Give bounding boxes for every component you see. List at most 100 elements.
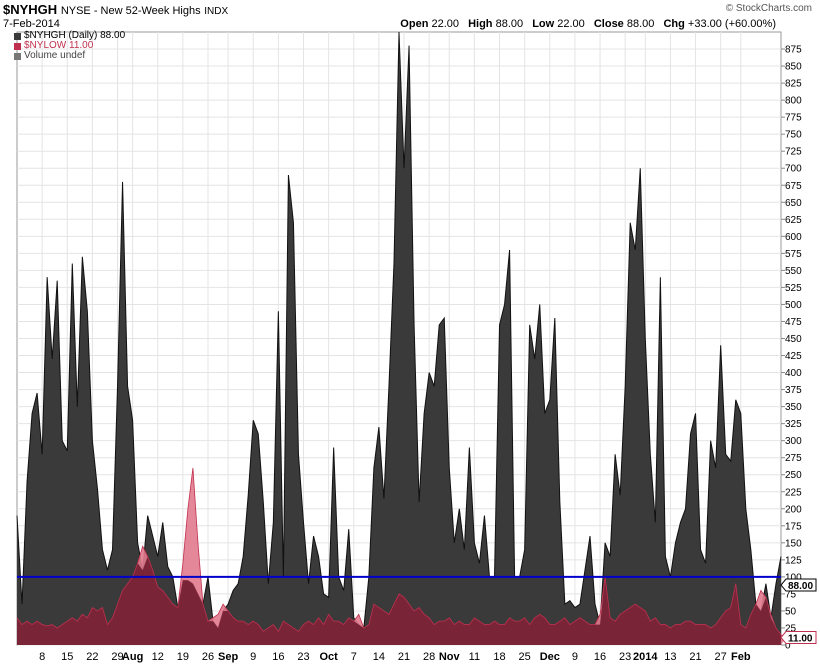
y-tick-label: 250 [785,470,802,481]
x-tick-label: 23 [297,651,309,663]
x-tick-label: 7 [351,651,357,663]
legend-swatch-highs [14,32,21,40]
legend-label-lows: $NYLOW 11.00 [24,40,94,51]
x-tick-label: Aug [122,651,143,663]
x-tick-label: 15 [61,651,73,663]
y-tick-label: 300 [785,436,802,447]
y-tick-label: 600 [785,232,802,243]
y-tick-label: 50 [785,606,797,617]
close-value: 88.00 [626,18,655,30]
y-tick-label: 625 [785,215,802,226]
x-tick-label: 18 [493,651,505,663]
x-tick-label: 29 [111,651,123,663]
last-value-lows-text: 11.00 [788,634,813,645]
y-tick-label: 150 [785,538,802,549]
x-tick-label: 26 [202,651,214,663]
legend: $NYHGH (Daily) 88.00 $NYLOW 11.00 Volume… [14,31,125,61]
y-tick-label: 100 [785,572,802,583]
y-tick-label: 125 [785,555,802,566]
last-value-highs: 88.00 [780,578,817,592]
series-lows-line [16,467,787,638]
open-label: Open [400,18,429,30]
x-tick-label: 28 [423,651,435,663]
ohlc-readout: Open 22.00 High 88.00 Low 22.00 Close 88… [400,18,782,30]
x-tick-label: 25 [519,651,531,663]
series-layer [16,31,787,645]
x-tick-label: Nov [439,651,461,663]
y-tick-label: 850 [785,62,802,73]
y-tick-label: 425 [785,351,802,362]
x-tick-label: 16 [594,651,606,663]
legend-label-volume: Volume undef [24,50,86,61]
symbol-title: $NYHGH NYSE - New 52-Week Highs INDX [3,2,228,17]
y-tick-label: 800 [785,96,802,107]
x-tick-label: 12 [152,651,164,663]
y-tick-label: 0 [785,641,791,652]
y-tick-label: 575 [785,249,802,260]
x-tick-label: 8 [39,651,45,663]
low-label: Low [532,18,555,30]
y-tick-label: 375 [785,385,802,396]
series-overlap-area [17,556,781,645]
y-tick-label: 650 [785,198,802,209]
chart-date: 7-Feb-2014 [3,18,60,30]
y-tick-label: 325 [785,419,802,430]
y-tick-label: 175 [785,521,802,532]
x-tick-label: 2014 [633,651,658,663]
x-tick-label: Sep [218,651,238,663]
y-tick-label: 750 [785,130,802,141]
y-tick-label: 550 [785,266,802,277]
y-tick-label: 400 [785,368,802,379]
legend-swatch-volume [14,52,21,60]
exchange: INDX [204,6,229,17]
open-value: 22.00 [431,18,460,30]
chg-value: +33.00 (+60.00%) [687,18,776,30]
x-tick-label: 9 [572,651,578,663]
y-tick-label: 350 [785,402,802,413]
y-tick-label: 500 [785,300,802,311]
x-tick-label: Feb [731,651,751,663]
legend-item-highs: $NYHGH (Daily) 88.00 [14,31,125,41]
high-value: 88.00 [495,18,524,30]
x-tick-label: 19 [177,651,189,663]
last-value-lows: 11.00 [780,631,817,645]
x-tick-label: 21 [689,651,701,663]
legend-swatch-lows [14,42,21,50]
y-axis: 0 25 50 75 100 125 150 175 200 225 250 275 300 325 350… [780,45,817,652]
y-tick-label: 25 [785,623,797,634]
y-tick-label: 775 [785,113,802,124]
low-value: 22.00 [557,18,585,30]
y-tick-label: 725 [785,147,802,158]
x-tick-label: 27 [715,651,727,663]
y-tick-label: 875 [785,45,802,56]
y-tick-label: 450 [785,334,802,345]
x-tick-label: 9 [250,651,256,663]
x-tick-label: 23 [619,651,631,663]
x-tick-label: Dec [540,651,560,663]
y-tick-label: 825 [785,79,802,90]
high-label: High [468,18,493,30]
series-highs-area [17,32,781,645]
legend-item-volume: Volume undef [14,51,125,61]
y-tick-label: 475 [785,317,802,328]
x-tick-label: 22 [86,651,98,663]
close-label: Close [593,18,624,30]
chg-label: Chg [663,18,685,30]
y-tick-label: 200 [785,504,802,515]
y-tick-label: 700 [785,164,802,175]
x-tick-label: 21 [398,651,410,663]
brand-link[interactable]: © StockCharts.com [725,3,812,14]
y-tick-label: 675 [785,181,802,192]
symbol: $NYHGH [3,2,58,17]
y-tick-label: 525 [785,283,802,294]
x-tick-label: 16 [272,651,284,663]
legend-label-highs: $NYHGH (Daily) 88.00 [24,30,126,41]
y-tick-label: 275 [785,453,802,464]
x-tick-label: 14 [373,651,385,663]
y-tick-label: 225 [785,487,802,498]
legend-item-lows: $NYLOW 11.00 [14,41,125,51]
symbol-description: NYSE - New 52-Week Highs [60,5,201,17]
last-value-highs-text: 88.00 [788,581,813,592]
